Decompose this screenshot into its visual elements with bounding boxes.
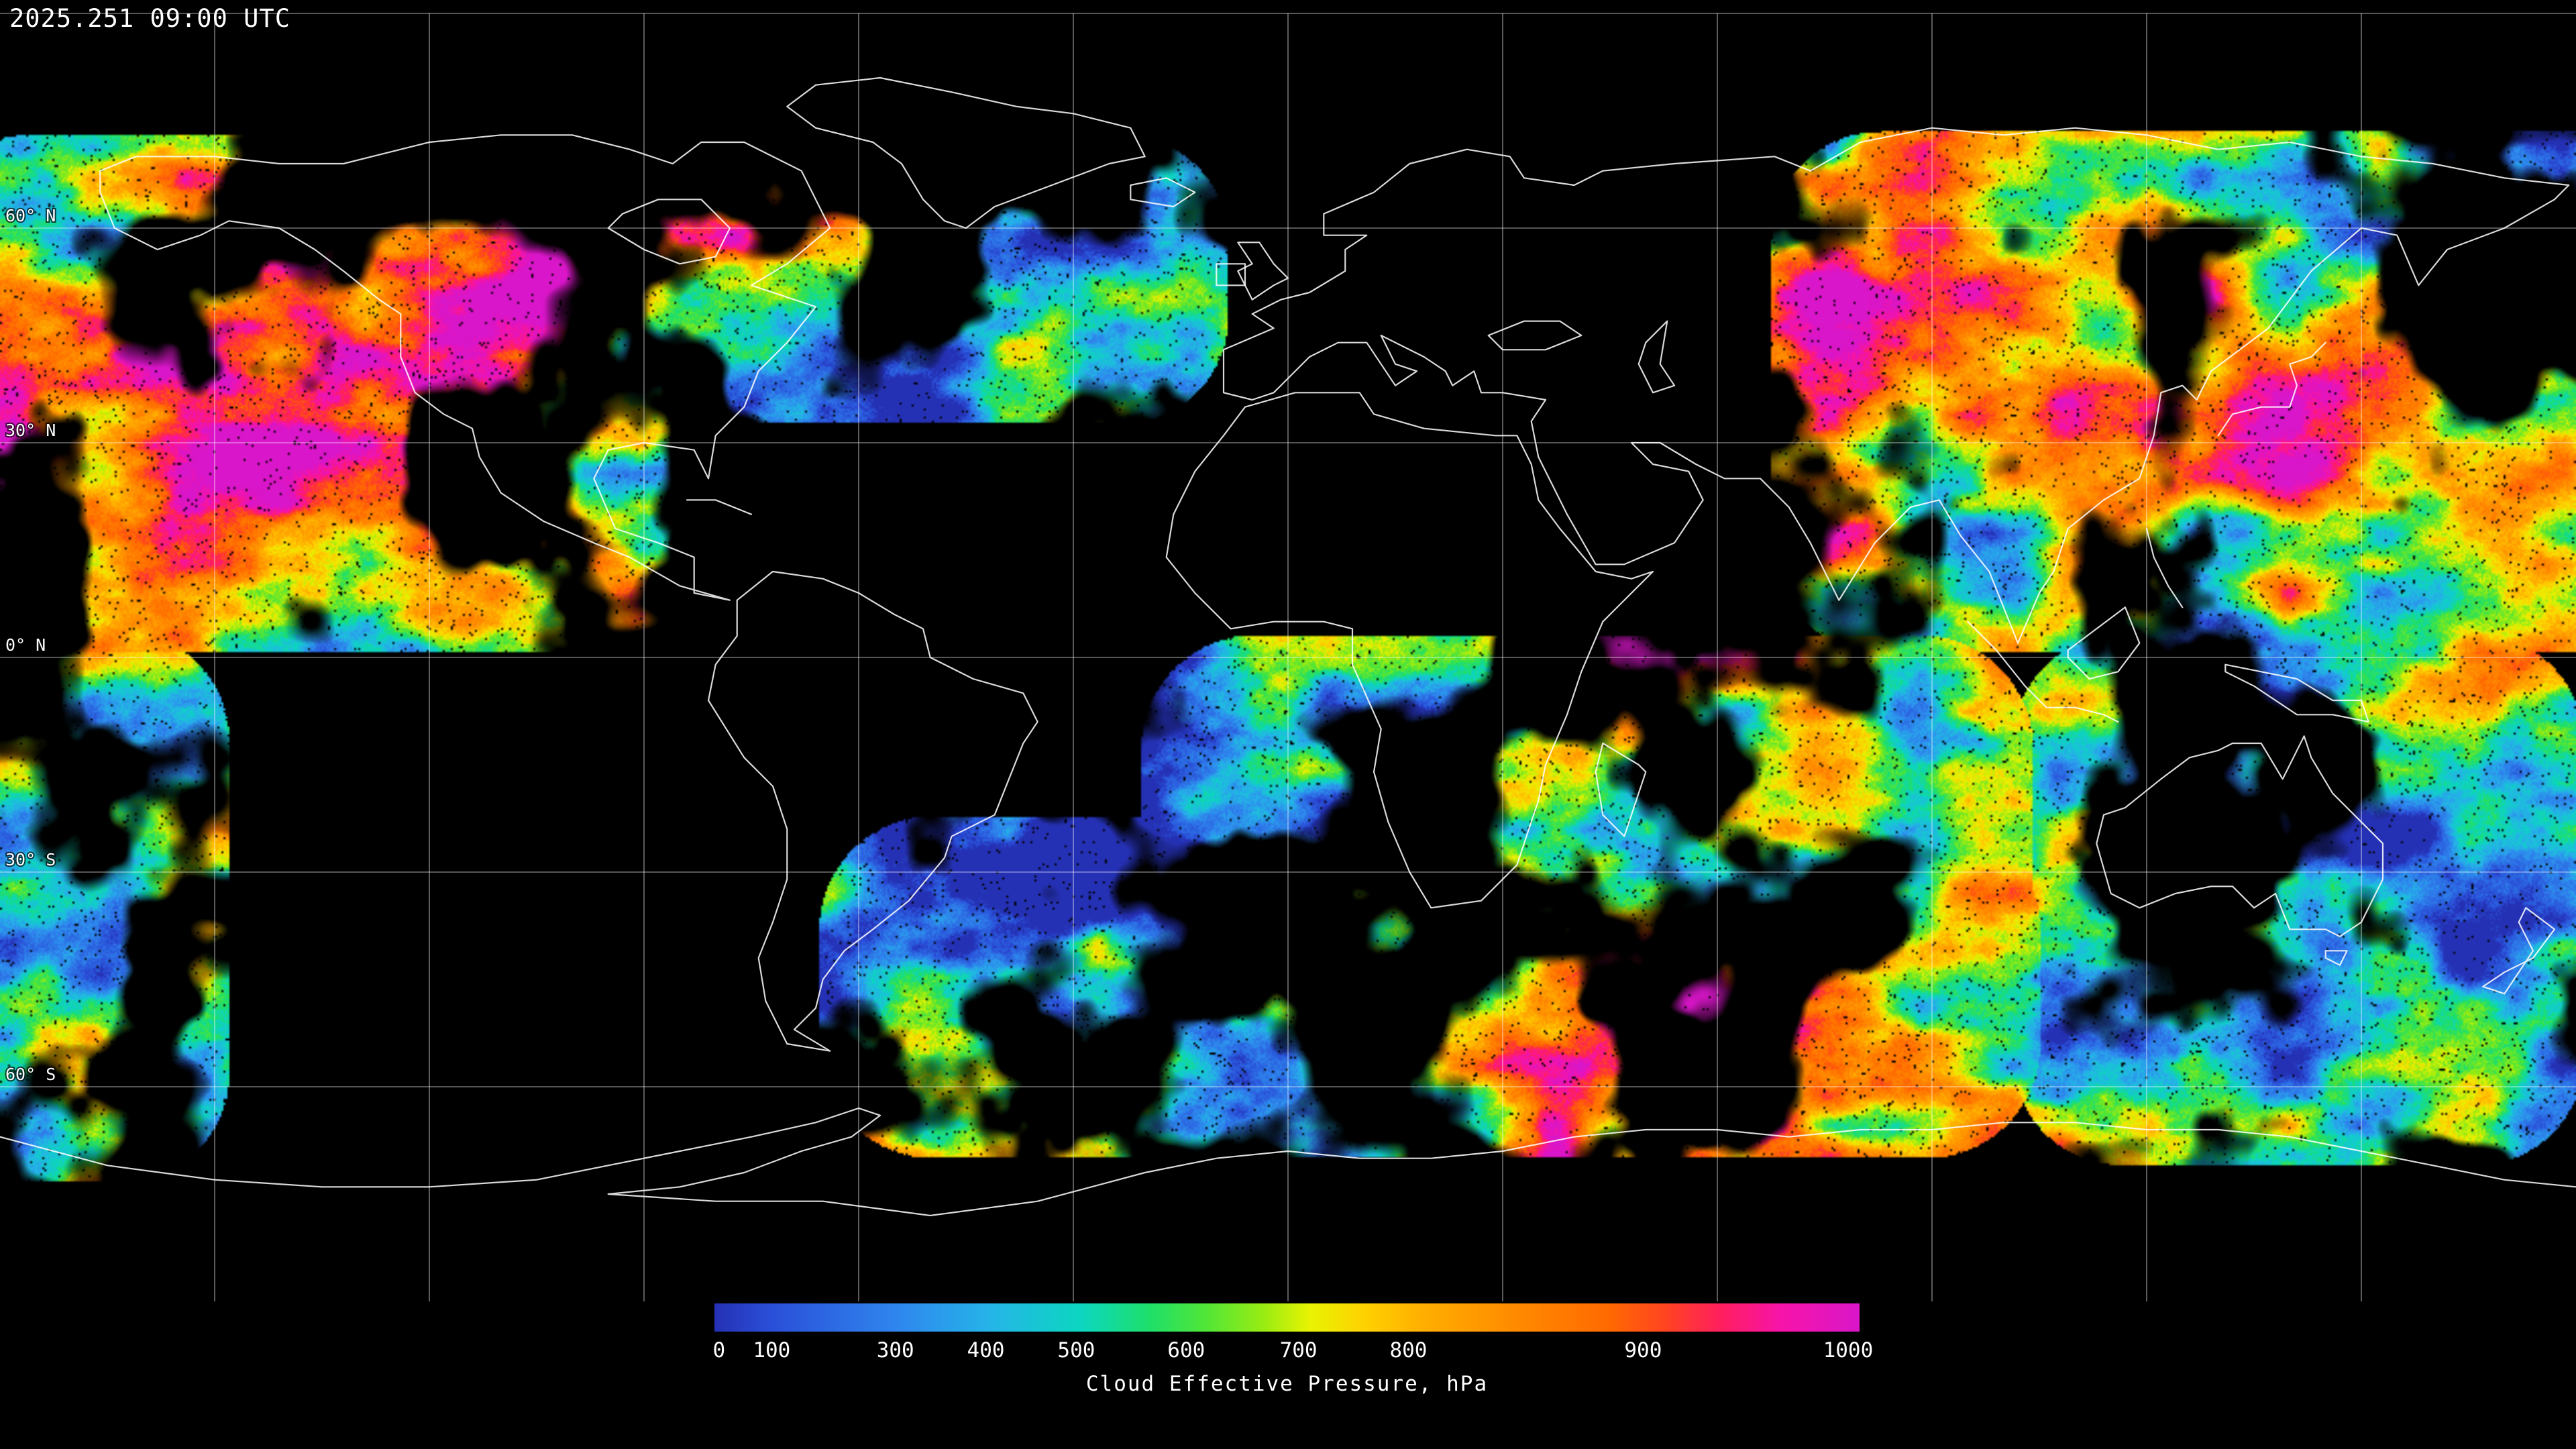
colorbar-title: Cloud Effective Pressure, hPa bbox=[1085, 1372, 1489, 1396]
coastline-australia bbox=[2096, 735, 2384, 938]
coastline-hudson-bay bbox=[607, 199, 731, 265]
coastline-borneo bbox=[2067, 606, 2141, 680]
coastline-greenland bbox=[786, 76, 1146, 229]
coastline-black-sea bbox=[1487, 320, 1582, 351]
coastline-africa bbox=[1165, 392, 1654, 909]
latitude-label: 30° S bbox=[5, 850, 56, 869]
coastline-new-zealand bbox=[2482, 907, 2556, 995]
coastline-cuba-antilles bbox=[686, 499, 753, 515]
coastline-madagascar bbox=[1595, 742, 1647, 837]
coastline-philippines bbox=[2145, 527, 2184, 608]
coastline-great-britain bbox=[1237, 241, 1289, 301]
timestamp: 2025.251 09:00 UTC bbox=[9, 4, 290, 33]
coastline-iceland bbox=[1130, 177, 1196, 208]
latitude-labels: 60° N 30° N 0° N 30° S 60° S bbox=[4, 205, 57, 1085]
coastline-caspian-sea bbox=[1638, 320, 1676, 394]
latitude-label: 0° N bbox=[5, 635, 46, 655]
colorbar-gradient bbox=[714, 1303, 1860, 1332]
coastline-sumatra-java bbox=[1967, 621, 2119, 723]
colorbar-tick-label: 100 bbox=[753, 1338, 791, 1362]
coastlines bbox=[0, 76, 2576, 1217]
colorbar-tick-label: 400 bbox=[967, 1338, 1005, 1362]
coastline-new-guinea bbox=[2224, 663, 2369, 723]
coastline-antarctica bbox=[0, 1107, 2576, 1217]
coastline-south-america bbox=[707, 570, 1038, 1052]
colorbar-tick-label: 700 bbox=[1279, 1338, 1318, 1362]
colorbar-tick-label: 1000 bbox=[1823, 1338, 1874, 1362]
colorbar-tick-label: 900 bbox=[1624, 1338, 1662, 1362]
latitude-label: 30° N bbox=[5, 421, 56, 440]
coastline-tasmania bbox=[2324, 950, 2348, 966]
colorbar: 0 100 300 400 500 600 700 800 900 1000 Cloud Effe… bbox=[712, 1303, 1873, 1449]
colorbar-tick-label: 600 bbox=[1167, 1338, 1205, 1362]
coastline-ireland bbox=[1216, 263, 1246, 286]
colorbar-tick-label: 0 bbox=[712, 1338, 726, 1362]
coastline-eurasia bbox=[1222, 127, 2570, 644]
coastline-north-america bbox=[99, 134, 831, 601]
colorbar-tick-label: 800 bbox=[1389, 1338, 1428, 1362]
latitude-label: 60° S bbox=[5, 1065, 56, 1084]
colorbar-tick-label: 500 bbox=[1057, 1338, 1095, 1362]
colorbar-tick-label: 300 bbox=[876, 1338, 914, 1362]
coastline-japan bbox=[2217, 341, 2326, 437]
graticule bbox=[0, 13, 2576, 1301]
latitude-label: 60° N bbox=[5, 206, 56, 225]
